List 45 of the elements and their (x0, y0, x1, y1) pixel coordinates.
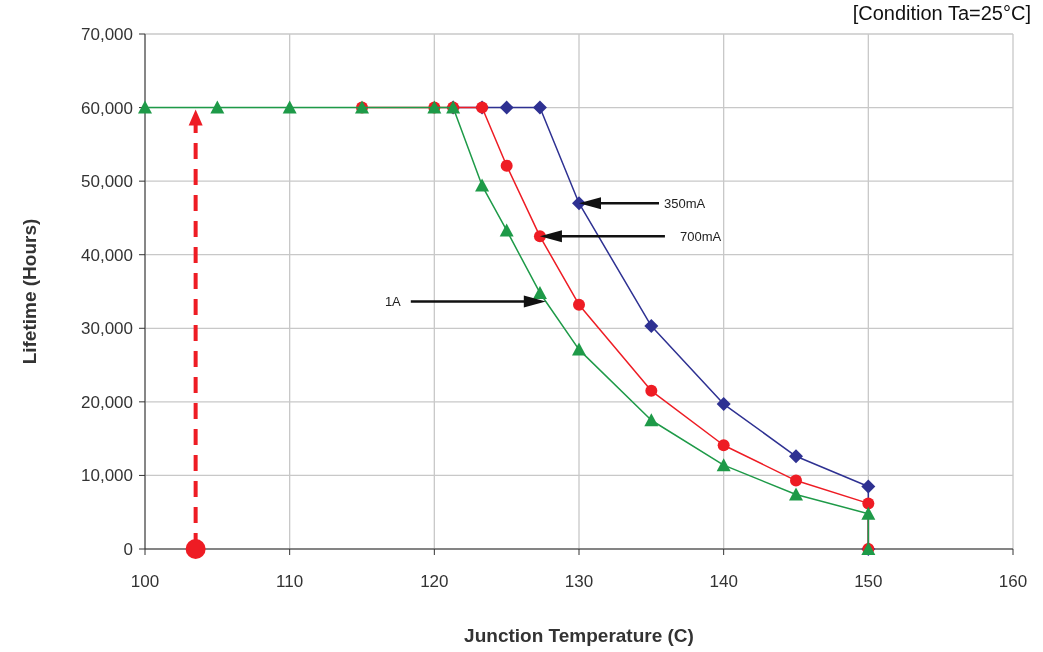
x-tick-label: 100 (130, 572, 160, 591)
text: 350mA (664, 195, 706, 211)
y-tick-label: 60,000 (81, 98, 133, 118)
point (500, 159, 513, 172)
point (861, 506, 876, 520)
y-tick-label: 0 (123, 539, 133, 559)
point (138, 100, 152, 114)
y-tick-label: 50,000 (81, 172, 133, 192)
x-tick-label: 160 (998, 572, 1028, 591)
point (717, 439, 730, 452)
point (499, 223, 514, 237)
point (475, 178, 490, 192)
point (644, 413, 659, 427)
y-axis-title: Lifetime (Hours) (19, 218, 40, 365)
y-tick-label: 30,000 (81, 319, 133, 339)
point (499, 100, 514, 115)
point (861, 479, 876, 494)
point (210, 100, 225, 114)
point (573, 298, 585, 311)
point (644, 319, 659, 334)
point (716, 458, 731, 472)
x-tick-label: 130 (564, 572, 594, 591)
point (572, 196, 586, 211)
text: [Condition Ta=25°C] (852, 2, 1031, 24)
point (532, 285, 547, 299)
x-tick-label: 120 (420, 572, 449, 591)
point (789, 449, 803, 464)
y-tick-label: 20,000 (81, 392, 133, 412)
y-tick-label: 10,000 (81, 466, 133, 486)
x-tick-label: 110 (276, 572, 304, 591)
point (716, 397, 731, 412)
text: 700mA (679, 228, 722, 244)
point (532, 100, 547, 115)
point (645, 384, 658, 397)
y-tick-label: 70,000 (81, 24, 133, 44)
point (789, 487, 803, 501)
point (282, 100, 297, 114)
x-tick-label: 140 (709, 572, 738, 591)
point (862, 497, 875, 510)
point (572, 342, 586, 356)
x-tick-label: 150 (854, 572, 883, 591)
text: 1A (384, 294, 402, 310)
point (790, 474, 802, 487)
x-axis-title: Junction Temperature (C) (464, 625, 694, 646)
y-tick-label: 40,000 (81, 245, 133, 265)
